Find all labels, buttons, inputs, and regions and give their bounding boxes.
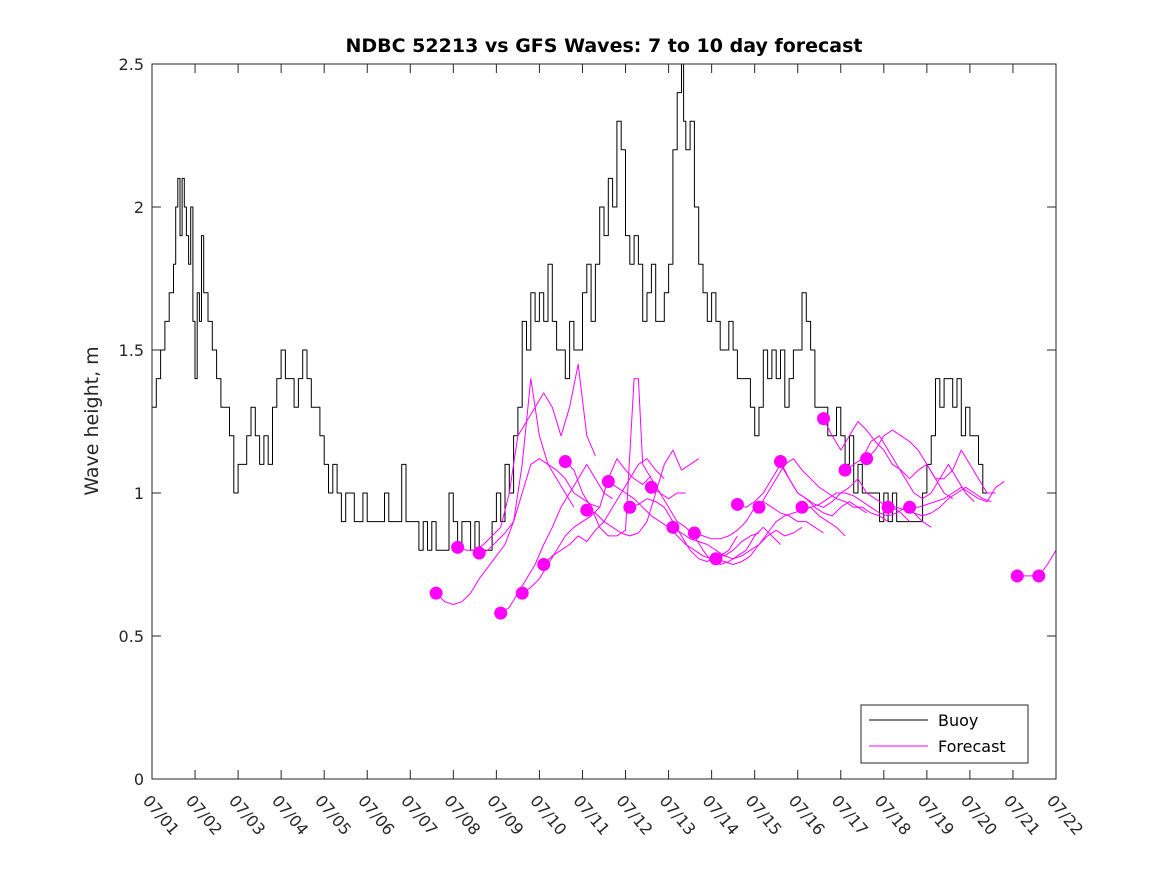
forecast-start-marker (752, 500, 766, 514)
forecast-start-marker (580, 503, 594, 517)
forecast-start-marker (1010, 569, 1024, 583)
forecast-series-line (521, 458, 652, 594)
forecast-series-line (479, 458, 600, 554)
forecast-start-marker (451, 540, 465, 554)
legend: Buoy Forecast (860, 704, 1029, 764)
forecast-start-marker (730, 497, 744, 511)
forecast-start-marker (644, 480, 658, 494)
forecast-start-marker (472, 546, 486, 560)
forecast-start-marker (773, 455, 787, 469)
forecast-start-marker (860, 452, 874, 466)
forecast-start-marker (558, 455, 572, 469)
forecast-series-line (715, 506, 846, 565)
forecast-start-marker (537, 558, 551, 571)
chart-title: NDBC 52213 vs GFS Waves: 7 to 10 day for… (345, 35, 862, 57)
y-tick-label: 2 (134, 198, 144, 217)
buoy-series-line (152, 63, 988, 551)
forecast-series-line (672, 526, 803, 560)
forecast-start-marker (687, 526, 701, 540)
plot-area (152, 64, 1056, 779)
forecast-series-line (586, 449, 699, 537)
forecast-start-marker (838, 463, 852, 477)
forecast-series-line (758, 458, 889, 523)
forecast-series-line (457, 363, 596, 551)
forecast-series-line (866, 429, 996, 494)
y-axis-label: Wave height, m (81, 346, 103, 495)
forecast-start-marker (666, 520, 680, 534)
y-tick-label: 1 (134, 484, 144, 503)
forecast-series-line (435, 378, 575, 605)
forecast-start-marker (429, 586, 443, 600)
forecast-start-marker (903, 500, 917, 514)
forecast-series-line (844, 435, 975, 502)
legend-buoy-label: Buoy (938, 711, 978, 730)
forecast-start-marker (494, 606, 508, 620)
y-tick-label: 0.5 (119, 627, 144, 646)
legend-box (860, 704, 1029, 764)
forecast-start-marker (1032, 569, 1046, 583)
forecast-start-marker (515, 586, 529, 600)
forecast-series-line (909, 481, 1005, 508)
plot-frame (151, 63, 1057, 780)
forecast-start-marker (601, 475, 615, 489)
y-tick-label: 1.5 (119, 341, 144, 360)
forecast-markers (429, 412, 1046, 620)
forecast-start-marker (817, 412, 831, 426)
forecast-start-marker (623, 500, 637, 514)
forecast-series-line (629, 498, 760, 563)
y-tick-label: 2.5 (119, 55, 144, 74)
legend-forecast-label: Forecast (938, 737, 1006, 756)
forecast-start-marker (795, 500, 809, 514)
y-tick-label: 0 (134, 770, 144, 789)
forecast-series-line (564, 378, 686, 537)
forecast-start-marker (881, 500, 895, 514)
forecast-start-marker (709, 552, 723, 566)
y-tick-labels: 0 0.5 1 1.5 2 2.5 (119, 55, 144, 789)
